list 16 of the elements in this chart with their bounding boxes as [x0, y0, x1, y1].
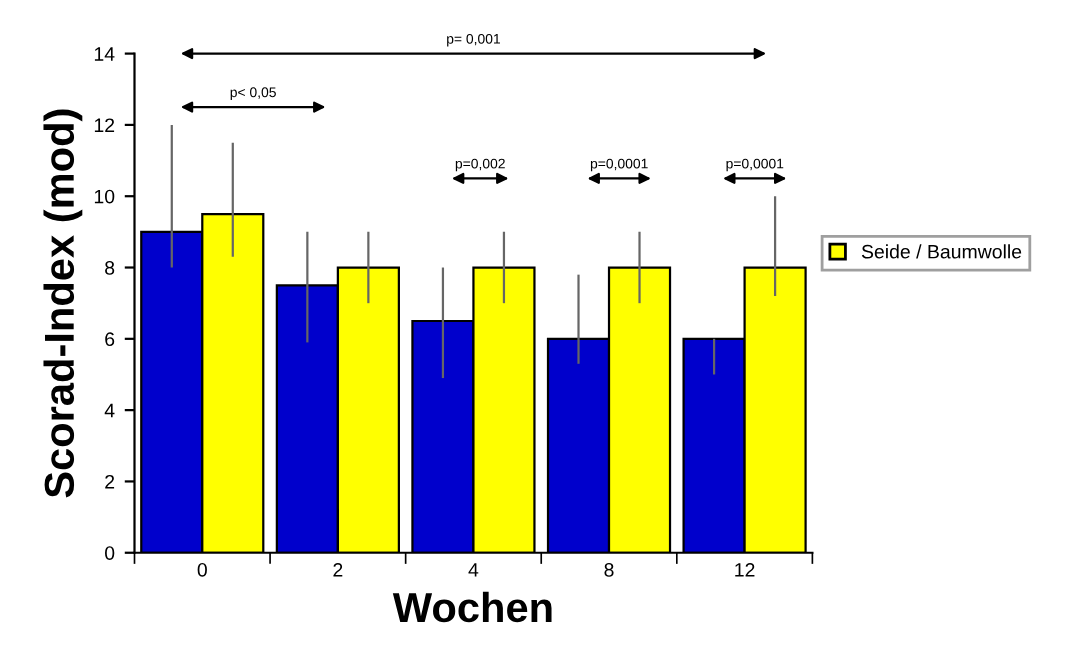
- y-tick-label: 14: [94, 47, 115, 61]
- y-axis-title: Scorad-Index (mod): [43, 109, 83, 498]
- y-tick-label: 4: [104, 403, 115, 418]
- x-axis-title: Wochen: [392, 591, 552, 623]
- y-tick-label: 6: [105, 332, 115, 347]
- y-tick-label: 10: [94, 189, 115, 204]
- y-tick-label: 2: [105, 474, 115, 489]
- legend-label: Seide / Baumwolle: [861, 244, 1022, 259]
- y-tick-label: 8: [105, 260, 115, 275]
- x-tick-label: 2: [333, 562, 343, 577]
- x-tick-label: 8: [604, 562, 614, 577]
- y-tick-label: 0: [105, 546, 115, 560]
- x-tick-label: 0: [197, 562, 207, 577]
- x-tick-label: 4: [468, 563, 479, 577]
- y-tick-label: 12: [94, 118, 115, 132]
- x-tick-label: 12: [735, 562, 755, 577]
